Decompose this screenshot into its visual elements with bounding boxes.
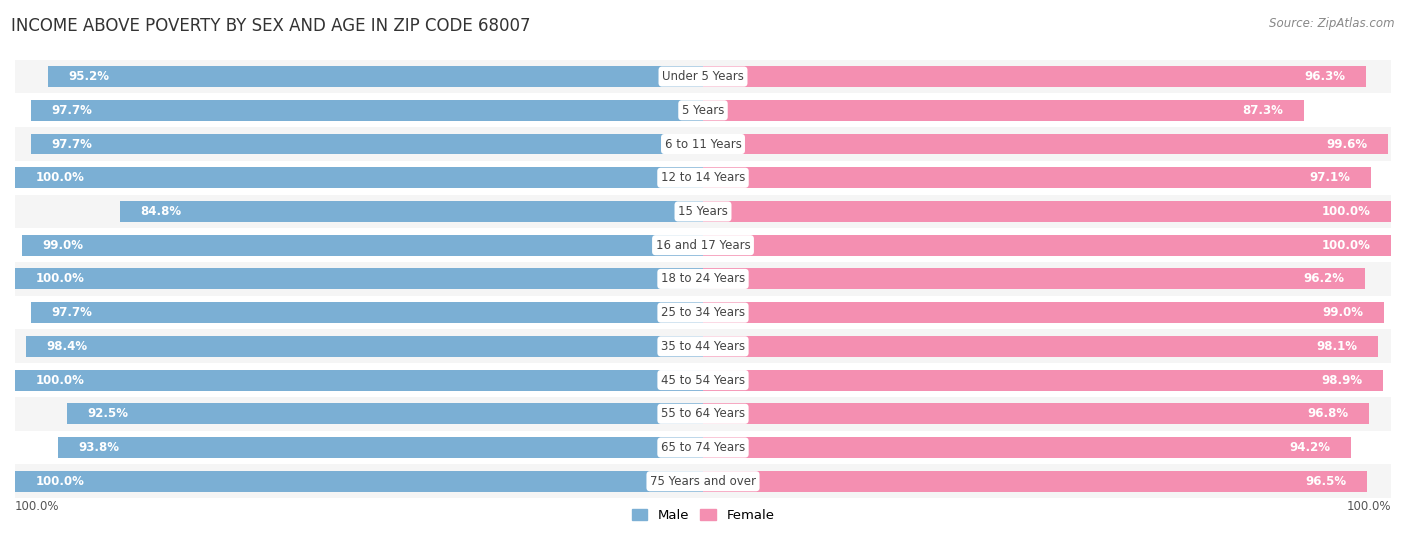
Bar: [66, 404, 703, 424]
Bar: [15, 161, 1391, 195]
Bar: [15, 228, 1391, 262]
Bar: [703, 369, 1384, 391]
Text: 98.1%: 98.1%: [1316, 340, 1357, 353]
Bar: [22, 235, 703, 255]
Bar: [15, 167, 703, 188]
Bar: [703, 100, 1303, 121]
Text: 5 Years: 5 Years: [682, 104, 724, 117]
Text: 98.9%: 98.9%: [1322, 373, 1362, 387]
Text: 100.0%: 100.0%: [1347, 500, 1391, 513]
Bar: [15, 397, 1391, 430]
Text: 65 to 74 Years: 65 to 74 Years: [661, 441, 745, 454]
Bar: [15, 268, 703, 290]
Text: 35 to 44 Years: 35 to 44 Years: [661, 340, 745, 353]
Text: 96.5%: 96.5%: [1305, 475, 1347, 488]
Text: 84.8%: 84.8%: [141, 205, 181, 218]
Bar: [15, 471, 703, 492]
Bar: [703, 437, 1351, 458]
Text: 75 Years and over: 75 Years and over: [650, 475, 756, 488]
Text: 100.0%: 100.0%: [35, 475, 84, 488]
Text: 100.0%: 100.0%: [35, 171, 84, 184]
Bar: [703, 201, 1391, 222]
Bar: [15, 465, 1391, 498]
Bar: [15, 262, 1391, 296]
Text: 97.1%: 97.1%: [1309, 171, 1350, 184]
Bar: [703, 471, 1367, 492]
Text: 45 to 54 Years: 45 to 54 Years: [661, 373, 745, 387]
Text: 15 Years: 15 Years: [678, 205, 728, 218]
Bar: [31, 134, 703, 154]
Text: 100.0%: 100.0%: [35, 373, 84, 387]
Text: 97.7%: 97.7%: [52, 138, 93, 150]
Text: 99.0%: 99.0%: [42, 239, 83, 252]
Bar: [58, 437, 703, 458]
Text: 99.0%: 99.0%: [1323, 306, 1364, 319]
Bar: [15, 363, 1391, 397]
Bar: [15, 430, 1391, 465]
Text: 16 and 17 Years: 16 and 17 Years: [655, 239, 751, 252]
Bar: [15, 296, 1391, 329]
Text: Under 5 Years: Under 5 Years: [662, 70, 744, 83]
Bar: [15, 329, 1391, 363]
Text: 100.0%: 100.0%: [1322, 239, 1371, 252]
Legend: Male, Female: Male, Female: [631, 509, 775, 522]
Bar: [703, 167, 1371, 188]
Text: 100.0%: 100.0%: [1322, 205, 1371, 218]
Text: 12 to 14 Years: 12 to 14 Years: [661, 171, 745, 184]
Bar: [15, 93, 1391, 127]
Bar: [703, 235, 1391, 255]
Bar: [15, 369, 703, 391]
Text: 87.3%: 87.3%: [1241, 104, 1284, 117]
Text: 100.0%: 100.0%: [15, 500, 59, 513]
Text: 97.7%: 97.7%: [52, 104, 93, 117]
Text: 100.0%: 100.0%: [35, 272, 84, 286]
Bar: [25, 336, 703, 357]
Text: 93.8%: 93.8%: [79, 441, 120, 454]
Text: 18 to 24 Years: 18 to 24 Years: [661, 272, 745, 286]
Text: 55 to 64 Years: 55 to 64 Years: [661, 408, 745, 420]
Text: 6 to 11 Years: 6 to 11 Years: [665, 138, 741, 150]
Text: 98.4%: 98.4%: [46, 340, 87, 353]
Bar: [703, 66, 1365, 87]
Text: 96.3%: 96.3%: [1303, 70, 1346, 83]
Text: 94.2%: 94.2%: [1289, 441, 1330, 454]
Text: 96.8%: 96.8%: [1308, 408, 1348, 420]
Bar: [15, 195, 1391, 228]
Text: 99.6%: 99.6%: [1326, 138, 1368, 150]
Bar: [703, 268, 1365, 290]
Text: 25 to 34 Years: 25 to 34 Years: [661, 306, 745, 319]
Bar: [120, 201, 703, 222]
Bar: [15, 60, 1391, 93]
Text: 95.2%: 95.2%: [69, 70, 110, 83]
Bar: [15, 127, 1391, 161]
Text: 92.5%: 92.5%: [87, 408, 128, 420]
Bar: [31, 302, 703, 323]
Bar: [31, 100, 703, 121]
Text: INCOME ABOVE POVERTY BY SEX AND AGE IN ZIP CODE 68007: INCOME ABOVE POVERTY BY SEX AND AGE IN Z…: [11, 17, 530, 35]
Bar: [703, 404, 1369, 424]
Bar: [703, 336, 1378, 357]
Text: 97.7%: 97.7%: [52, 306, 93, 319]
Bar: [48, 66, 703, 87]
Text: 96.2%: 96.2%: [1303, 272, 1344, 286]
Bar: [703, 302, 1384, 323]
Bar: [703, 134, 1388, 154]
Text: Source: ZipAtlas.com: Source: ZipAtlas.com: [1270, 17, 1395, 30]
